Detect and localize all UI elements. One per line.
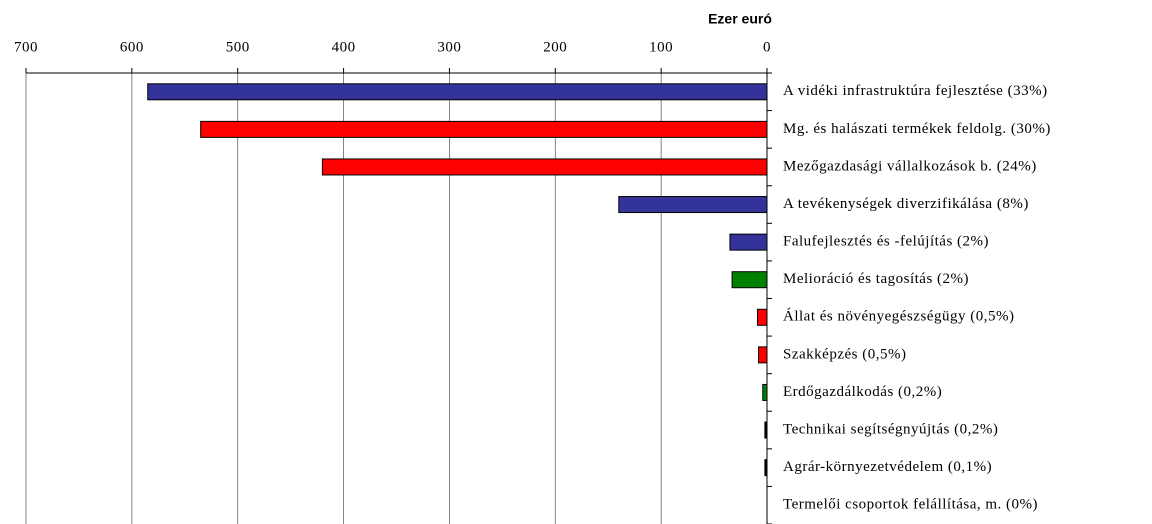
bar (729, 233, 768, 251)
category-label: A tevékenységek diverzifikálása (8%) (783, 196, 1029, 212)
bar (758, 346, 768, 364)
category-label: Falufejlesztés és -felújítás (2%) (783, 234, 989, 250)
bar (618, 196, 768, 214)
category-label: A vidéki infrastruktúra fejlesztése (33%… (783, 83, 1048, 99)
bar (764, 421, 768, 439)
category-label: Technikai segítségnyújtás (0,2%) (783, 421, 998, 437)
category-label: Állat és növényegészségügy (0,5%) (783, 308, 1014, 325)
x-tick-label: 200 (543, 39, 567, 55)
category-label: Szakképzés (0,5%) (783, 346, 906, 362)
category-label: Mezőgazdasági vállalkozások b. (24%) (783, 158, 1037, 174)
category-label: Termelői csoportok felállítása, m. (0%) (783, 497, 1038, 513)
bar (200, 120, 768, 138)
bar (764, 459, 768, 477)
x-tick-label: 400 (332, 39, 356, 55)
bar (147, 83, 768, 101)
category-label: Mg. és halászati termékek feldolg. (30%) (783, 121, 1051, 137)
axis-title: Ezer euró (708, 11, 772, 27)
bar (321, 158, 768, 176)
bar (731, 271, 768, 289)
category-label: Melioráció és tagosítás (2%) (783, 271, 969, 287)
x-tick-label: 300 (437, 39, 461, 55)
x-tick-label: 100 (649, 39, 673, 55)
bar (756, 308, 768, 326)
x-tick-label: 500 (226, 39, 250, 55)
category-label: Agrár-környezetvédelem (0,1%) (783, 459, 992, 475)
category-label: Erdőgazdálkodás (0,2%) (783, 384, 942, 400)
x-tick-label: 700 (14, 39, 38, 55)
bar (762, 383, 768, 401)
x-tick-label: 600 (120, 39, 144, 55)
x-tick-label: 0 (763, 39, 771, 55)
